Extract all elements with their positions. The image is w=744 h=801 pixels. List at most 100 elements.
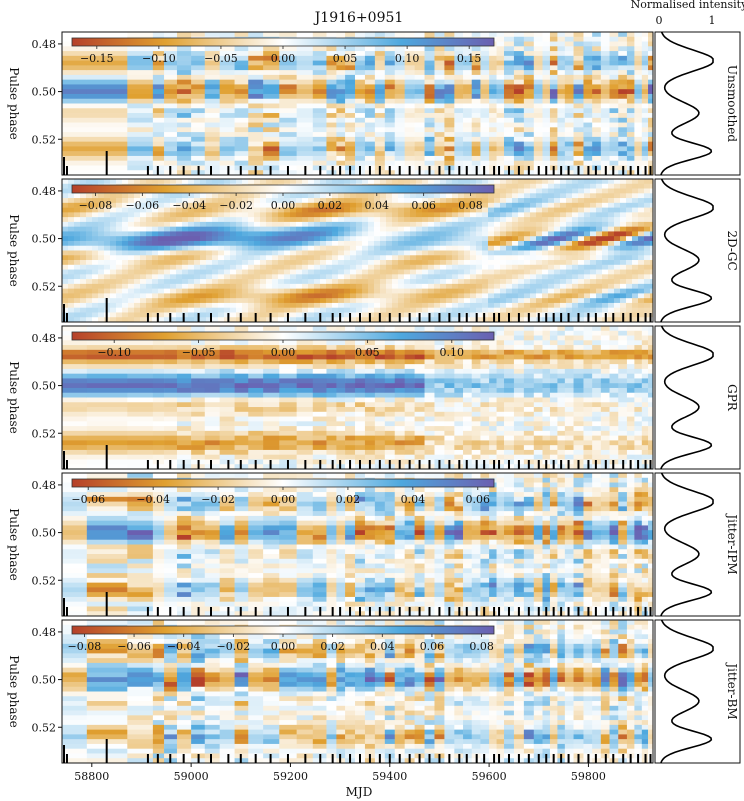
heatmap-cell xyxy=(218,236,225,242)
heatmap-cell xyxy=(566,183,573,189)
heatmap-cell xyxy=(530,255,537,261)
heatmap-cell xyxy=(248,141,264,147)
heatmap-cell xyxy=(191,378,206,384)
heatmap-cell xyxy=(530,221,537,227)
heatmap-cell xyxy=(513,132,525,138)
heatmap-cell xyxy=(263,108,280,114)
heatmap-cell xyxy=(592,55,602,61)
heatmap-cell xyxy=(279,74,297,80)
heatmap-cell xyxy=(634,108,643,114)
heatmap-cell xyxy=(584,279,591,285)
heatmap-cell xyxy=(128,193,135,199)
heatmap-cell xyxy=(416,293,423,299)
heatmap-cell xyxy=(578,264,585,270)
heatmap-cell xyxy=(92,317,99,323)
heatmap-cell xyxy=(404,236,411,242)
heatmap-cell xyxy=(620,274,627,280)
heatmap-cell xyxy=(434,279,441,285)
heatmap-cell xyxy=(374,240,381,247)
heatmap-cell xyxy=(638,212,645,218)
heatmap-cell xyxy=(320,269,327,275)
heatmap-cell xyxy=(296,279,303,285)
heatmap-cell xyxy=(62,421,88,427)
heatmap-cell xyxy=(428,207,435,213)
heatmap-cell xyxy=(332,193,339,199)
heatmap-cell xyxy=(554,183,561,189)
heatmap-cell xyxy=(444,146,455,152)
heatmap-cell xyxy=(152,387,165,394)
heatmap-cell xyxy=(564,160,574,166)
heatmap-cell xyxy=(164,454,178,460)
heatmap-cell xyxy=(533,151,543,157)
heatmap-cell xyxy=(620,298,627,304)
heatmap-cell xyxy=(266,221,273,227)
heatmap-cell xyxy=(194,231,201,237)
heatmap-cell xyxy=(158,298,165,304)
heatmap-cell xyxy=(600,32,610,38)
heatmap-cell xyxy=(404,288,411,294)
heatmap-cell xyxy=(326,274,333,280)
heatmap-cell xyxy=(242,269,249,275)
heatmap-cell xyxy=(362,283,369,289)
heatmap-cell xyxy=(512,183,519,189)
heatmap-cell xyxy=(86,349,128,355)
heatmap-cell xyxy=(176,430,192,436)
heatmap-cell xyxy=(152,326,165,332)
heatmap-cell xyxy=(554,264,561,270)
heatmap-cell xyxy=(158,279,165,285)
heatmap-cell xyxy=(308,264,315,270)
heatmap-cell xyxy=(489,165,497,171)
heatmap-cell xyxy=(314,283,321,289)
heatmap-cell xyxy=(464,274,471,280)
profile-panel: 2D-GC xyxy=(654,178,741,323)
heatmap-cell xyxy=(506,255,513,261)
heatmap-cell xyxy=(164,212,171,218)
y-tick-label: 0.50 xyxy=(32,86,57,99)
heatmap-cell xyxy=(549,46,558,52)
heatmap-cell xyxy=(332,283,339,289)
heatmap-cell xyxy=(410,198,417,204)
heatmap-cell xyxy=(110,231,117,237)
heatmap-cell xyxy=(242,250,249,256)
heatmap-cell xyxy=(542,183,549,189)
heatmap-cell xyxy=(355,117,366,123)
heatmap-cell xyxy=(296,151,314,157)
heatmap-cell xyxy=(557,65,566,71)
heatmap-cell xyxy=(308,250,315,256)
heatmap-cell xyxy=(404,98,415,104)
heatmap-cell xyxy=(170,236,177,242)
heatmap-cell xyxy=(80,302,87,308)
heatmap-cell xyxy=(266,231,273,237)
heatmap-cell xyxy=(542,212,549,218)
heatmap-cell xyxy=(263,122,280,128)
heatmap-cell xyxy=(618,32,628,38)
heatmap-cell xyxy=(176,340,192,346)
heatmap-cell xyxy=(320,221,327,227)
heatmap-cell xyxy=(542,155,551,161)
heatmap-cell xyxy=(279,70,297,76)
heatmap-cell xyxy=(428,298,435,304)
heatmap-cell xyxy=(164,440,178,446)
heatmap-cell xyxy=(127,136,154,142)
heatmap-cell xyxy=(219,378,235,384)
heatmap-cell xyxy=(212,207,219,213)
heatmap-cell xyxy=(336,136,346,142)
heatmap-cell xyxy=(414,46,425,52)
heatmap-cell xyxy=(488,198,495,204)
heatmap-cell xyxy=(533,98,543,104)
heatmap-cell xyxy=(542,36,551,42)
heatmap-cell xyxy=(428,288,435,294)
heatmap-cell xyxy=(506,198,513,204)
heatmap-cell xyxy=(332,221,339,227)
heatmap-cell xyxy=(302,264,309,270)
heatmap-cell xyxy=(548,221,555,227)
heatmap-cell xyxy=(476,293,483,299)
heatmap-cell xyxy=(248,117,264,123)
heatmap-cell xyxy=(470,212,477,218)
heatmap-cell xyxy=(86,60,128,66)
heatmap-cell xyxy=(362,312,369,318)
heatmap-cell xyxy=(204,402,220,408)
colorbar-tick-label: −0.15 xyxy=(80,52,114,65)
heatmap-cell xyxy=(368,274,375,280)
heatmap-cell xyxy=(542,279,549,285)
